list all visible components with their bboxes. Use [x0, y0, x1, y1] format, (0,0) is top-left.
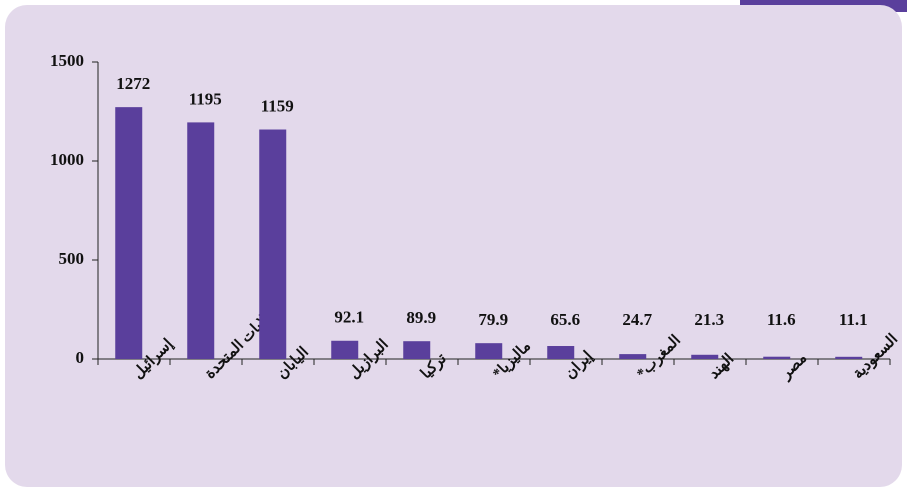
value-label: 1272 [116, 74, 150, 93]
value-label: 65.6 [550, 310, 580, 329]
bar [547, 346, 575, 359]
bar [259, 129, 287, 359]
value-label: 92.1 [334, 308, 364, 327]
value-label: 11.6 [767, 310, 796, 329]
y-tick-label: 1000 [50, 150, 84, 169]
bar [403, 341, 431, 359]
bar [187, 122, 215, 359]
y-tick-label: 1500 [50, 51, 84, 70]
value-label: 1195 [189, 89, 222, 108]
value-label: 11.1 [839, 310, 868, 329]
y-tick-label: 0 [76, 348, 85, 367]
bar [475, 343, 503, 359]
bar [331, 340, 359, 359]
value-label: 24.7 [622, 310, 652, 329]
value-label: 21.3 [694, 310, 724, 329]
bar [763, 356, 791, 359]
bar [691, 354, 719, 359]
bar [115, 107, 143, 359]
value-label: 89.9 [406, 308, 436, 327]
value-label: 1159 [261, 96, 294, 115]
bar [835, 356, 863, 359]
bar [619, 354, 647, 359]
panel [5, 5, 902, 487]
y-tick-label: 500 [59, 249, 85, 268]
value-label: 79.9 [478, 310, 508, 329]
